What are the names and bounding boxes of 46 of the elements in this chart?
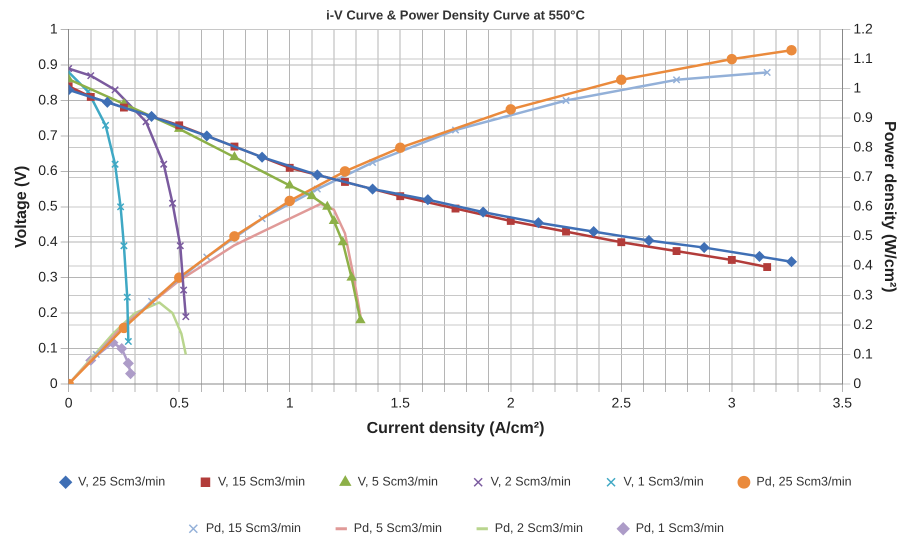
chart-title: i-V Curve & Power Density Curve at 550°C	[326, 7, 586, 22]
legend-label: Pd, 2 Scm3/min	[494, 521, 583, 536]
y2-tick-label: 0.5	[853, 227, 874, 244]
legend-label: V, 15 Scm3/min	[218, 474, 306, 489]
x-tick-label: 0	[64, 394, 73, 410]
legend-label: V, 5 Scm3/min	[358, 474, 438, 489]
x-tick-label: 3	[728, 394, 736, 410]
legend-label: Pd, 15 Scm3/min	[206, 521, 302, 536]
y-tick-label: 0.6	[38, 162, 58, 178]
y2-tick-label: 0.1	[853, 345, 874, 362]
y2-tick-label: 0.4	[853, 256, 874, 273]
y2-tick-label: 0.2	[853, 316, 874, 332]
y-tick-label: 0.5	[38, 198, 58, 214]
y2-tick-label: 1.1	[853, 50, 874, 66]
x-tick-label: 1.5	[390, 394, 410, 410]
y2-tick-label: 1	[853, 80, 862, 96]
legend-label: Pd, 25 Scm3/min	[756, 474, 852, 489]
y2-tick-label: 0.7	[853, 168, 874, 184]
y2-tick-label: 0.6	[853, 198, 874, 214]
y-tick-label: 0.1	[38, 339, 58, 356]
y2-tick-label: 0.3	[853, 286, 874, 302]
legend-label: V, 1 Scm3/min	[624, 474, 704, 489]
y2-tick-label: 0	[853, 374, 862, 391]
legend-label: Pd, 5 Scm3/min	[354, 521, 442, 536]
y-tick-label: 0.8	[38, 91, 58, 108]
x-axis-title: Current density (A/cm²)	[366, 420, 544, 437]
y-tick-label: 0.9	[38, 56, 58, 72]
y-axis-title: Voltage (V)	[13, 166, 30, 248]
x-tick-label: 3.5	[832, 394, 852, 410]
y2-tick-label: 0.8	[853, 138, 874, 155]
y-tick-label: 0	[50, 374, 58, 391]
legend-label: Pd, 1 Scm3/min	[636, 521, 724, 536]
y-tick-label: 0.7	[38, 126, 58, 143]
x-tick-label: 0.5	[169, 394, 190, 410]
legend-label: V, 2 Scm3/min	[490, 474, 571, 489]
y2-axis-title: Power density (W/cm²)	[880, 121, 898, 293]
y-tick-label: 0.3	[38, 268, 58, 285]
y-tick-label: 0.4	[38, 233, 58, 250]
x-tick-label: 1	[286, 394, 294, 410]
y-tick-label: 1	[50, 20, 58, 36]
x-tick-label: 2.5	[612, 394, 632, 410]
y2-tick-label: 1.2	[853, 20, 874, 36]
legend-label: V, 25 Scm3/min	[78, 474, 166, 489]
x-tick-label: 2	[506, 394, 515, 410]
y-tick-label: 0.2	[38, 304, 58, 320]
y2-tick-label: 0.9	[853, 109, 874, 126]
